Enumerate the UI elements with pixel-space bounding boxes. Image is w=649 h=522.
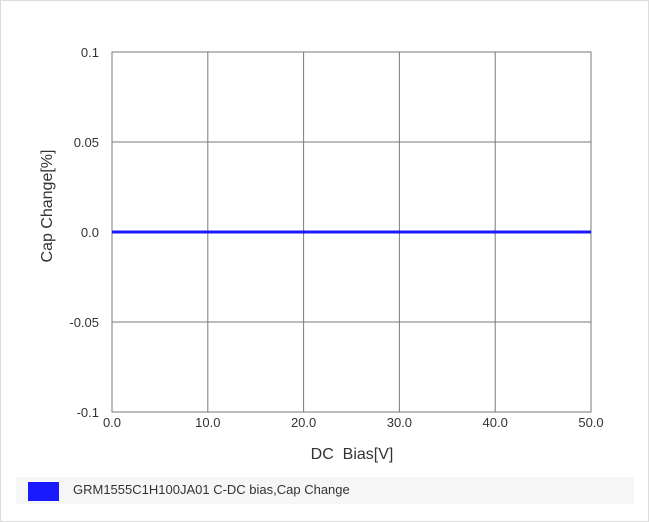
legend-label: GRM1555C1H100JA01 C-DC bias,Cap Change: [73, 482, 350, 497]
y-tick-label: -0.05: [69, 315, 99, 330]
y-tick-label: -0.1: [77, 405, 99, 420]
x-tick-label: 30.0: [387, 415, 412, 430]
x-tick-label: 20.0: [291, 415, 316, 430]
y-axis-title: Cap Change[%]: [39, 150, 56, 263]
tick-layer: 0.0 10.0 20.0 30.0 40.0 50.0 0.1 0.05 0.0 -0.05 -0…: [69, 45, 603, 430]
x-tick-label: 40.0: [483, 415, 508, 430]
x-tick-label: 0.0: [103, 415, 121, 430]
x-tick-label: 10.0: [195, 415, 220, 430]
y-tick-label: 0.1: [81, 45, 99, 60]
y-tick-label: 0.0: [81, 225, 99, 240]
legend: GRM1555C1H100JA01 C-DC bias,Cap Change: [16, 477, 634, 504]
y-tick-label: 0.05: [74, 135, 99, 150]
x-tick-label: 50.0: [578, 415, 603, 430]
legend-swatch: [28, 482, 59, 501]
x-axis-title: DC Bias[V]: [311, 446, 394, 463]
